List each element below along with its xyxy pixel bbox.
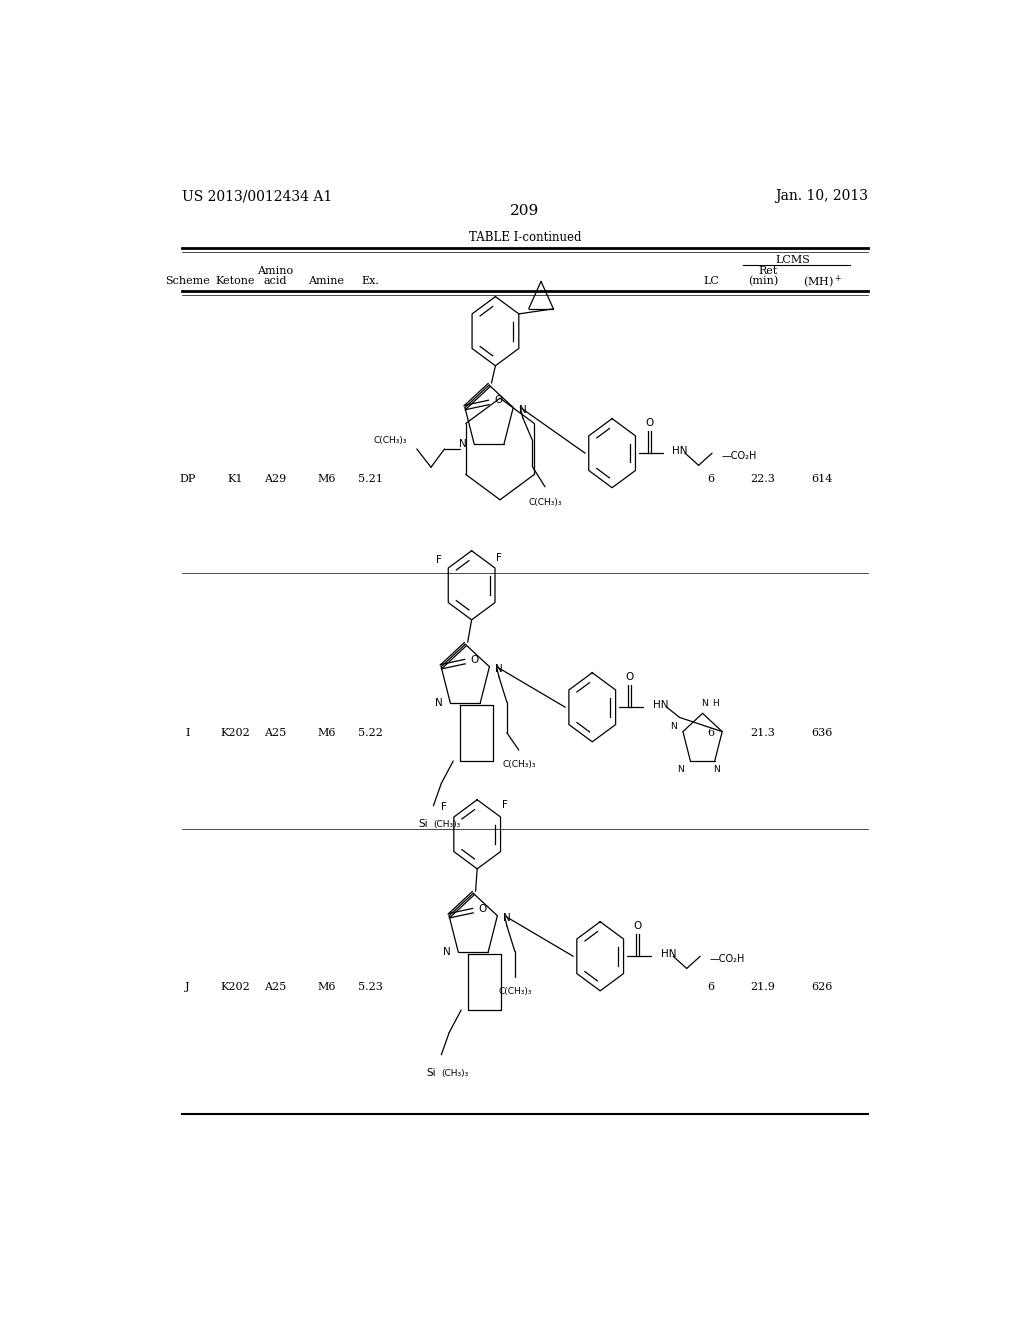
Text: C(CH₃)₃: C(CH₃)₃ — [374, 437, 408, 445]
Text: Ex.: Ex. — [361, 276, 379, 286]
Text: LCMS: LCMS — [775, 255, 810, 265]
Text: Amino: Amino — [257, 267, 293, 276]
Text: N: N — [495, 664, 503, 673]
Text: N: N — [678, 764, 684, 774]
Text: acid: acid — [263, 276, 287, 286]
Text: N: N — [670, 722, 677, 731]
Text: N: N — [459, 438, 467, 449]
Text: US 2013/0012434 A1: US 2013/0012434 A1 — [182, 189, 332, 203]
Text: Scheme: Scheme — [165, 276, 210, 286]
Text: 6: 6 — [708, 727, 715, 738]
Text: F: F — [441, 801, 447, 812]
Text: HN: HN — [660, 949, 676, 960]
Text: N: N — [713, 764, 720, 774]
Text: Ketone: Ketone — [215, 276, 255, 286]
Text: N: N — [435, 698, 443, 708]
Text: C(CH₃)₃: C(CH₃)₃ — [502, 760, 536, 768]
Text: (CH₃)₃: (CH₃)₃ — [441, 1069, 469, 1077]
Text: Amine: Amine — [308, 276, 344, 286]
Text: O: O — [645, 417, 653, 428]
Text: 209: 209 — [510, 205, 540, 218]
Text: N: N — [443, 946, 451, 957]
Text: 21.9: 21.9 — [751, 982, 775, 991]
Text: Si: Si — [418, 818, 428, 829]
Text: (min): (min) — [748, 276, 778, 286]
Text: K1: K1 — [227, 474, 243, 483]
Text: J: J — [185, 982, 189, 991]
Text: O: O — [626, 672, 634, 681]
Text: Ret: Ret — [759, 267, 778, 276]
Text: Si: Si — [426, 1068, 436, 1078]
Text: O: O — [478, 904, 486, 913]
Text: (MH)$^+$: (MH)$^+$ — [803, 273, 842, 290]
Text: —CO₂H: —CO₂H — [722, 451, 757, 461]
Text: 6: 6 — [708, 982, 715, 991]
Text: —CO₂H: —CO₂H — [710, 954, 745, 965]
Text: N: N — [519, 404, 526, 414]
Text: M6: M6 — [317, 982, 336, 991]
Text: 636: 636 — [812, 727, 834, 738]
Text: DP: DP — [179, 474, 196, 483]
Text: F: F — [502, 800, 508, 810]
Text: (CH₃)₃: (CH₃)₃ — [433, 820, 461, 829]
Text: HN: HN — [673, 446, 688, 457]
Text: 5.22: 5.22 — [357, 727, 383, 738]
Text: 626: 626 — [812, 982, 834, 991]
Text: Jan. 10, 2013: Jan. 10, 2013 — [774, 189, 867, 203]
Text: N: N — [503, 912, 511, 923]
Text: K202: K202 — [220, 727, 250, 738]
Text: 6: 6 — [708, 474, 715, 483]
Text: A25: A25 — [264, 727, 286, 738]
Text: H: H — [712, 698, 719, 708]
Text: F: F — [436, 554, 441, 565]
Text: C(CH₃)₃: C(CH₃)₃ — [528, 498, 562, 507]
Text: TABLE I-continued: TABLE I-continued — [469, 231, 581, 244]
Text: N: N — [701, 698, 709, 708]
Text: A29: A29 — [264, 474, 286, 483]
Text: 5.21: 5.21 — [357, 474, 383, 483]
Text: LC: LC — [703, 276, 719, 286]
Text: C(CH₃)₃: C(CH₃)₃ — [498, 987, 531, 997]
Text: HN: HN — [652, 700, 668, 710]
Text: 21.3: 21.3 — [751, 727, 775, 738]
Text: I: I — [185, 727, 189, 738]
Text: 22.3: 22.3 — [751, 474, 775, 483]
Text: 5.23: 5.23 — [357, 982, 383, 991]
Text: K202: K202 — [220, 982, 250, 991]
Text: M6: M6 — [317, 474, 336, 483]
Text: A25: A25 — [264, 982, 286, 991]
Text: 614: 614 — [812, 474, 834, 483]
Text: F: F — [496, 553, 502, 562]
Text: M6: M6 — [317, 727, 336, 738]
Text: O: O — [634, 921, 642, 931]
Text: O: O — [495, 396, 503, 405]
Text: O: O — [470, 655, 478, 664]
